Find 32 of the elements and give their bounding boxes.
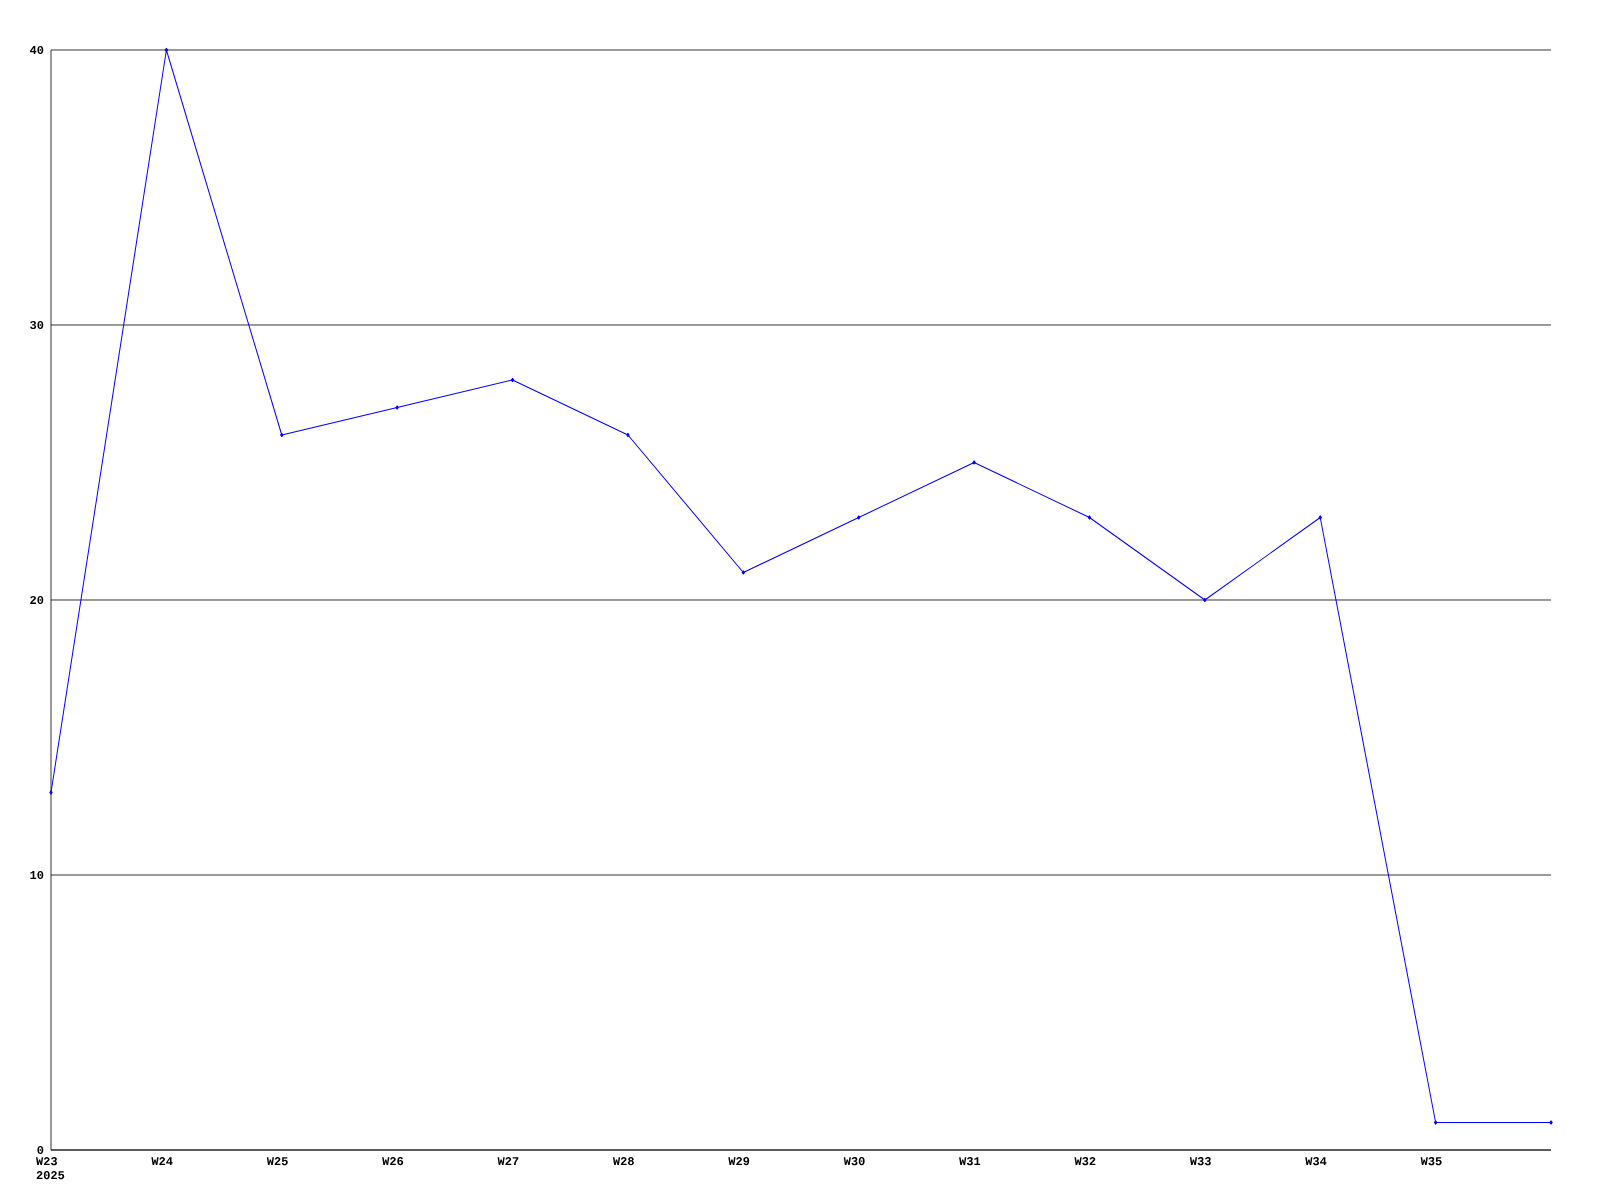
point (1203, 597, 1207, 603)
x-tick-label: W24 (151, 1157, 173, 1166)
x-tick-label: W26 (382, 1157, 404, 1166)
x-tick-label: W28 (612, 1157, 634, 1166)
point (510, 377, 515, 383)
point (626, 432, 630, 438)
x-tick-label: W27 (497, 1157, 519, 1166)
point (1549, 1120, 1553, 1125)
y-tick-label: 10 (30, 870, 44, 880)
x-tick-label: W32 (1074, 1157, 1096, 1166)
x-tick-label: W25 (266, 1157, 288, 1166)
point (857, 515, 861, 520)
point (164, 47, 169, 53)
point (280, 432, 284, 438)
y-tick-label: 0 (37, 1145, 44, 1155)
x-tick-label: W30 (843, 1157, 865, 1166)
point (1433, 1120, 1438, 1125)
x-tick-label: W35 (1420, 1157, 1442, 1166)
x-tick-label: W33 (1189, 1157, 1211, 1166)
x-tick-label: W23 2025 (36, 1157, 65, 1180)
point (395, 405, 399, 410)
y-tick-label: 20 (30, 595, 44, 605)
point (972, 460, 976, 465)
point (1318, 515, 1322, 520)
x-tick-label: W34 (1305, 1157, 1327, 1166)
y-tick-label: 40 (29, 45, 44, 55)
point (49, 790, 53, 795)
x-tick-label: W31 (959, 1157, 981, 1166)
point (1087, 515, 1092, 520)
x-tick-label: W29 (728, 1157, 750, 1166)
y-tick-label: 30 (30, 320, 44, 330)
point (741, 570, 746, 575)
